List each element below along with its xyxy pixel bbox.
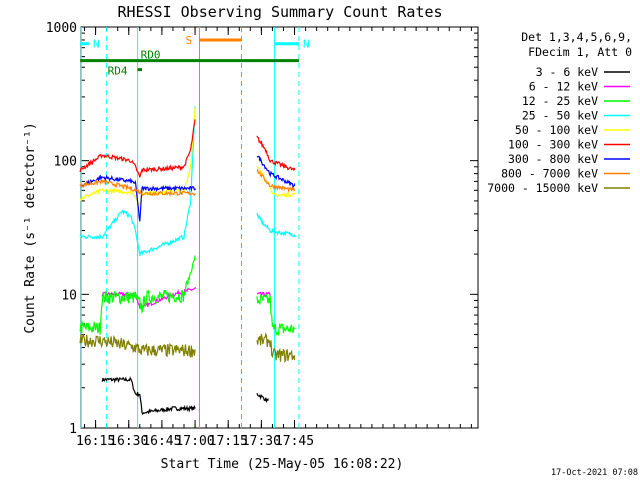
legend-header-line-1: Det 1,3,4,5,6,9, <box>521 30 632 44</box>
x-tick-label: 16:45 <box>142 434 181 449</box>
y-tick-label: 10 <box>61 288 77 303</box>
event-bar-label: S <box>185 34 192 47</box>
x-tick-label: 17:30 <box>242 434 281 449</box>
legend-header-line-2: FDecim 1, Att 0 <box>528 45 632 59</box>
chart-title: RHESSI Observing Summary Count Rates <box>117 3 442 21</box>
series-line-300-800-kev <box>256 155 296 189</box>
legend-label: 7000 - 15000 keV <box>487 181 598 195</box>
event-bar-label: N <box>93 38 100 51</box>
y-tick-label: 100 <box>54 155 77 170</box>
y-tick-label: 1000 <box>46 21 77 36</box>
legend-label: 12 - 25 keV <box>522 94 598 108</box>
x-tick-label: 17:15 <box>209 434 248 449</box>
plot-area: 1 10 100 1000 16:1516:3016:4517:0017:1517:30… <box>46 21 479 449</box>
series-line-7000-15000-kev <box>256 332 296 364</box>
x-tick-label: 16:30 <box>109 434 148 449</box>
series-line-6-12-kev <box>256 291 271 298</box>
series-line-800-7000-kev <box>79 178 196 198</box>
legend-label: 6 - 12 keV <box>529 80 598 94</box>
series-line-25-50-kev <box>79 106 196 257</box>
legend-label: 800 - 7000 keV <box>501 167 598 181</box>
x-axis-label: Start Time (25-May-05 16:08:22) <box>161 457 404 472</box>
series-line-12-25-kev <box>256 294 296 336</box>
series-line-3-6-kev <box>256 393 269 404</box>
series-line-800-7000-kev <box>256 168 296 194</box>
footer-date: 17-Oct-2021 07:08 <box>551 468 638 478</box>
series-line-7000-15000-kev <box>79 334 196 359</box>
event-bar-label: RD4 <box>108 65 128 78</box>
event-bar-label: N <box>303 38 310 51</box>
y-tick-label: 1 <box>69 422 77 437</box>
series-line-100-300-kev <box>79 119 196 178</box>
legend-label: 3 - 6 keV <box>536 65 598 79</box>
legend-label: 100 - 300 keV <box>508 138 598 152</box>
x-tick-label: 17:45 <box>275 434 314 449</box>
legend-label: 300 - 800 keV <box>508 152 598 166</box>
plot-frame <box>80 26 479 429</box>
series-line-6-12-kev <box>101 286 196 311</box>
x-tick-label: 16:15 <box>76 434 115 449</box>
legend-label: 50 - 100 keV <box>515 123 598 137</box>
series-line-300-800-kev <box>79 174 196 222</box>
event-bar-label: RD0 <box>141 49 161 62</box>
x-tick-label: 17:00 <box>175 434 214 449</box>
series-line-25-50-kev <box>256 212 296 238</box>
series-line-100-300-kev <box>256 135 296 172</box>
y-axis-label: Count Rate (s⁻¹ detector⁻¹) <box>23 122 38 333</box>
series-line-3-6-kev <box>101 376 196 416</box>
series-line-12-25-kev <box>79 255 196 335</box>
legend-label: 25 - 50 keV <box>522 109 598 123</box>
